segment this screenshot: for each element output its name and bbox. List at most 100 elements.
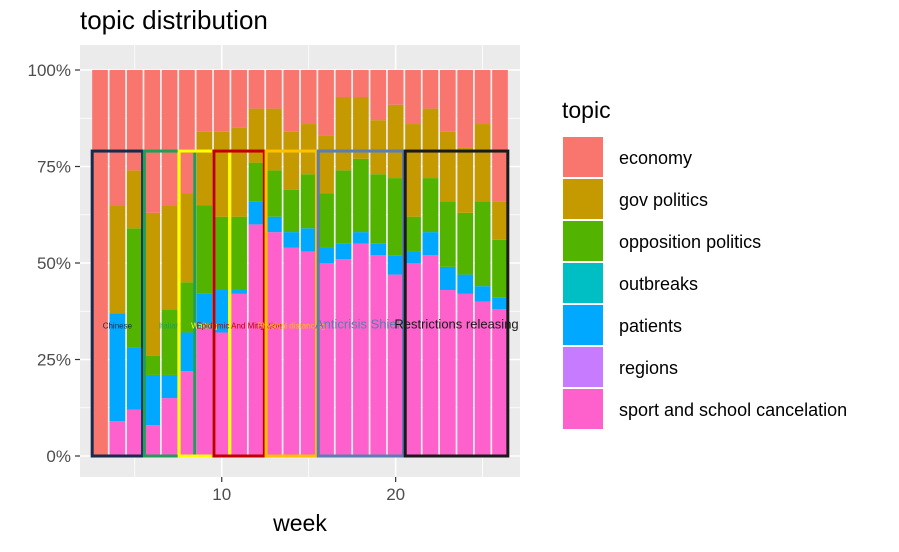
bar-segment-economy: [92, 70, 108, 456]
bar-segment-gov-politics: [126, 170, 143, 229]
bar-segment-opposition-politics: [422, 178, 439, 233]
bar-segment-economy: [109, 70, 126, 206]
bar-segment-patients: [405, 251, 421, 263]
y-tick-label: 50%: [37, 254, 71, 273]
bar-segment-opposition-politics: [353, 158, 369, 233]
bar-segment-sport-and-school-cancelation: [422, 255, 439, 456]
bar-segment-economy: [283, 70, 300, 132]
bar-segment-economy: [248, 70, 265, 109]
bar-segment-gov-politics: [266, 108, 282, 171]
bar-segment-patients: [266, 216, 282, 233]
bars: [92, 70, 508, 456]
bar-segment-sport-and-school-cancelation: [248, 224, 265, 456]
bar-segment-patients: [440, 266, 456, 291]
legend-key: [563, 137, 603, 177]
bar-segment-gov-politics: [422, 108, 439, 179]
bar-segment-sport-and-school-cancelation: [109, 421, 126, 456]
bar-segment-opposition-politics: [405, 216, 421, 252]
annotation-box: [403, 149, 510, 458]
bar-segment-sport-and-school-cancelation: [266, 232, 282, 456]
bar-segment-gov-politics: [370, 120, 387, 175]
bar-segment-gov-politics: [457, 147, 474, 213]
annotation-label: Physical distancing: [257, 322, 325, 331]
bar-segment-economy: [318, 70, 334, 136]
bar-segment-opposition-politics: [266, 170, 282, 217]
bar-segment-patients: [179, 332, 195, 372]
annotation-label: Waiting: [191, 322, 217, 331]
bar-segment-patients: [474, 286, 491, 302]
annotation-box: [264, 149, 319, 458]
legend-key: [563, 263, 603, 303]
bar-segment-patients: [335, 243, 352, 260]
y-tick-label: 0%: [46, 447, 71, 466]
bar-segment-sport-and-school-cancelation: [335, 259, 352, 456]
bar-segment-sport-and-school-cancelation: [300, 251, 317, 456]
bar-segment-opposition-politics: [370, 174, 387, 244]
bar-segment-economy: [126, 70, 143, 171]
bar-segment-sport-and-school-cancelation: [231, 293, 247, 456]
bar-segment-opposition-politics: [179, 282, 195, 333]
bar-segment-gov-politics: [474, 124, 491, 202]
annotation-box: [142, 149, 197, 458]
bar-segment-opposition-politics: [335, 170, 352, 244]
y-axis: 0% 25% 50% 75% 100%: [28, 61, 80, 466]
legend-label: regions: [619, 358, 678, 378]
bar-segment-sport-and-school-cancelation: [405, 263, 421, 456]
bar-segment-opposition-politics: [213, 216, 230, 291]
bar-segment-gov-politics: [161, 205, 178, 310]
bar-segment-patients: [492, 297, 508, 310]
annotation-box: [212, 149, 266, 458]
bar-segment-patients: [161, 374, 178, 399]
bar-segment-economy: [405, 70, 421, 125]
bar-segment-opposition-politics: [231, 216, 247, 291]
bar-segment-patients: [126, 347, 143, 410]
bar-segment-sport-and-school-cancelation: [387, 274, 404, 456]
bar-segment-patients: [196, 293, 213, 329]
x-tick-label: 20: [386, 485, 405, 504]
bar-segment-opposition-politics: [248, 162, 265, 202]
bar-segment-patients: [300, 228, 317, 252]
bar-segment-sport-and-school-cancelation: [179, 371, 195, 456]
bar-segment-opposition-politics: [300, 174, 317, 229]
bar-segment-sport-and-school-cancelation: [213, 332, 230, 456]
bar-segment-gov-politics: [248, 108, 265, 163]
bar-segment-gov-politics: [213, 131, 230, 217]
bar-segment-opposition-politics: [126, 228, 143, 348]
bar-segment-sport-and-school-cancelation: [196, 328, 213, 456]
bar-segment-economy: [213, 70, 230, 132]
bar-segment-sport-and-school-cancelation: [457, 293, 474, 456]
chart-title: topic distribution: [80, 5, 268, 35]
bar-segment-sport-and-school-cancelation: [161, 398, 178, 456]
bar-segment-economy: [353, 70, 369, 98]
bar-segment-gov-politics: [440, 131, 456, 202]
annotation-label: Italian: [159, 322, 180, 331]
legend-key: [563, 305, 603, 345]
y-tick-label: 75%: [37, 158, 71, 177]
bar-segment-patients: [283, 232, 300, 248]
bar-segment-economy: [266, 70, 282, 109]
bar-segment-patients: [248, 201, 265, 225]
bar-segment-economy: [300, 70, 317, 125]
bar-segment-opposition-politics: [283, 189, 300, 233]
legend-label: sport and school cancelation: [619, 400, 847, 420]
bar-segment-gov-politics: [405, 124, 421, 217]
y-tick-label: 100%: [28, 61, 71, 80]
bar-segment-sport-and-school-cancelation: [126, 409, 143, 456]
bar-segment-sport-and-school-cancelation: [353, 243, 369, 456]
bar-segment-gov-politics: [144, 212, 160, 356]
bar-segment-gov-politics: [283, 131, 300, 190]
bar-segment-gov-politics: [492, 201, 508, 240]
bar-segment-gov-politics: [387, 104, 404, 179]
legend-key: [563, 179, 603, 219]
bar-segment-economy: [335, 70, 352, 98]
y-tick-label: 25%: [37, 351, 71, 370]
bar-segment-gov-politics: [179, 193, 195, 283]
legend-label: opposition politics: [619, 232, 761, 252]
bar-segment-economy: [161, 70, 178, 206]
bar-segment-gov-politics: [231, 127, 247, 217]
bar-segment-opposition-politics: [144, 355, 160, 375]
bar-segment-economy: [179, 70, 195, 194]
bar-segment-gov-politics: [109, 205, 126, 314]
